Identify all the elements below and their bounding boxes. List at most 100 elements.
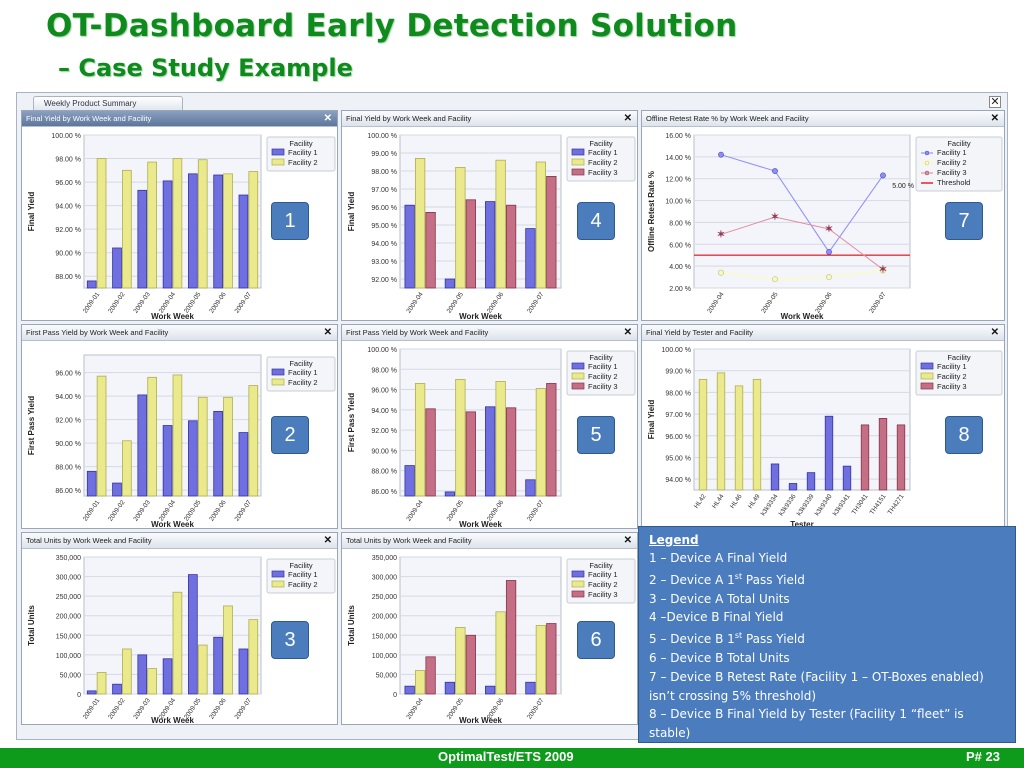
y-axis-title: Final Yield — [27, 192, 36, 232]
page-number: P# 23 — [966, 749, 1000, 764]
chart-final-yield-a: 100.00 % 98.00 % 96.00 % 94.00 % 92.00 % 90.0… — [27, 133, 336, 320]
y-tick-label: 94.00 % — [55, 394, 81, 401]
legend-line-text-suffix: Pass Yield — [742, 572, 805, 587]
x-tick-label: 2009-04 — [706, 291, 726, 315]
y-tick-label: 94.00 % — [371, 408, 397, 415]
series-line — [720, 270, 884, 280]
legend-entry: Facility 1 — [588, 148, 618, 157]
bar — [122, 169, 132, 289]
bar — [96, 672, 107, 695]
legend-callout: Legend 1 – Device A Final Yield 2 – Devic… — [638, 526, 1016, 743]
legend-swatch-marker — [924, 150, 930, 156]
bar — [485, 406, 496, 497]
chart-retest-rate-b: 16.00 % 14.00 % 12.00 % 10.00 % 8.00 % 6.00 %… — [647, 133, 1003, 320]
panel-header: Total Units by Work Week and Facility ✕ — [342, 533, 637, 549]
bar — [414, 383, 426, 497]
x-tick-label: 2009-04 — [405, 291, 425, 315]
close-icon[interactable]: ✕ — [990, 327, 999, 338]
x-tick-label: 2009-01 — [82, 499, 102, 523]
bar — [248, 619, 259, 695]
dashboard-close-icon[interactable]: ✕ — [989, 96, 1001, 108]
panel-title: Offline Retest Rate % by Work Week and F… — [646, 114, 809, 123]
legend-line-text: 4 –Device B Final Yield — [649, 610, 784, 625]
footer-bar: OptimalTest/ETS 2009 P# 23 — [0, 748, 1024, 768]
chart-total-units-a: 350,000300,000250,000200,000150,000100,0… — [27, 555, 336, 724]
y-tick-label: 95.00 % — [665, 455, 691, 462]
badge-8: 8 — [945, 416, 983, 454]
series-marker: ✶ — [771, 212, 779, 223]
bar — [824, 415, 834, 491]
y-tick-label: 100.00 % — [367, 347, 397, 354]
y-tick-label: 88.00 % — [55, 465, 81, 472]
legend-line-text: 1 – Device A Final Yield — [649, 551, 788, 565]
bar — [842, 465, 852, 491]
legend-swatch — [271, 158, 285, 166]
panel-header: Final Yield by Work Week and Facility ✕ — [342, 111, 637, 127]
close-icon[interactable]: ✕ — [623, 113, 632, 124]
bar — [444, 681, 456, 695]
legend-title: Facility — [947, 139, 971, 148]
bar — [465, 199, 476, 289]
series-marker — [718, 151, 724, 158]
bar — [162, 425, 173, 497]
close-icon[interactable]: ✕ — [990, 113, 999, 124]
y-tick-label: 200,000 — [56, 614, 81, 621]
legend-title: Legend — [649, 533, 699, 547]
legend-entry: Facility 2 — [288, 378, 318, 387]
bar — [698, 378, 708, 491]
bar — [535, 625, 547, 695]
bar — [122, 648, 132, 695]
x-tick-label: 2009-07 — [526, 291, 546, 315]
bar — [137, 394, 148, 497]
legend-swatch — [571, 580, 585, 588]
y-tick-label: 150,000 — [56, 633, 81, 640]
x-axis-title: Tester — [790, 520, 813, 529]
panel-header: Total Units by Work Week and Facility ✕ — [22, 533, 337, 549]
panel-title: Total Units by Work Week and Facility — [346, 536, 472, 545]
bar — [213, 174, 223, 289]
bar — [505, 407, 517, 497]
panel-header: Offline Retest Rate % by Work Week and F… — [642, 111, 1004, 127]
legend-entry: Facility 3 — [937, 168, 967, 177]
bar — [188, 173, 198, 289]
bar — [546, 623, 557, 695]
x-tick-label: 2009-02 — [107, 291, 127, 315]
close-icon[interactable]: ✕ — [323, 327, 332, 338]
legend-line: 3 – Device A Total Units — [649, 590, 1005, 609]
y-axis-title: First Pass Yield — [347, 393, 356, 452]
y-tick-label: 97.00 % — [665, 412, 691, 419]
bar — [878, 418, 888, 491]
tab-weekly-product-summary[interactable]: Weekly Product Summary — [33, 96, 183, 111]
close-icon[interactable]: ✕ — [623, 535, 632, 546]
legend-entry: Facility 2 — [937, 158, 967, 167]
bar — [147, 161, 157, 289]
panel-chart6: Total Units by Work Week and Facility ✕ … — [341, 532, 638, 725]
bar — [213, 411, 223, 497]
legend-line-text: 6 – Device B Total Units — [649, 650, 790, 665]
legend-line: 1 – Device A Final Yield — [649, 549, 1005, 568]
legend-line: 2 – Device A 1st Pass Yield — [649, 568, 1005, 590]
bar — [238, 648, 249, 695]
panel-title: Final Yield by Tester and Facility — [646, 328, 753, 337]
close-icon[interactable]: ✕ — [623, 327, 632, 338]
bar — [404, 204, 415, 289]
close-icon[interactable]: ✕ — [323, 113, 332, 124]
bar — [465, 634, 476, 695]
close-icon[interactable]: ✕ — [323, 535, 332, 546]
bar — [197, 644, 208, 695]
y-tick-label: 93.00 % — [371, 259, 397, 266]
bar — [752, 378, 762, 491]
legend-entry: Facility 1 — [937, 362, 967, 371]
plot-area — [83, 354, 262, 497]
plot-area — [83, 556, 262, 695]
legend-entry: Facility 1 — [288, 368, 318, 377]
footer-text: OptimalTest/ETS 2009 — [438, 749, 574, 764]
badge-4: 4 — [577, 202, 615, 240]
series-marker — [718, 269, 724, 276]
x-tick-label: 2009-01 — [82, 291, 102, 315]
bar — [86, 690, 97, 695]
y-tick-label: 12.00 % — [665, 177, 691, 184]
legend-title: Facility — [589, 353, 613, 362]
legend-line: 6 – Device B Total Units — [649, 649, 1005, 668]
bar — [788, 483, 798, 491]
